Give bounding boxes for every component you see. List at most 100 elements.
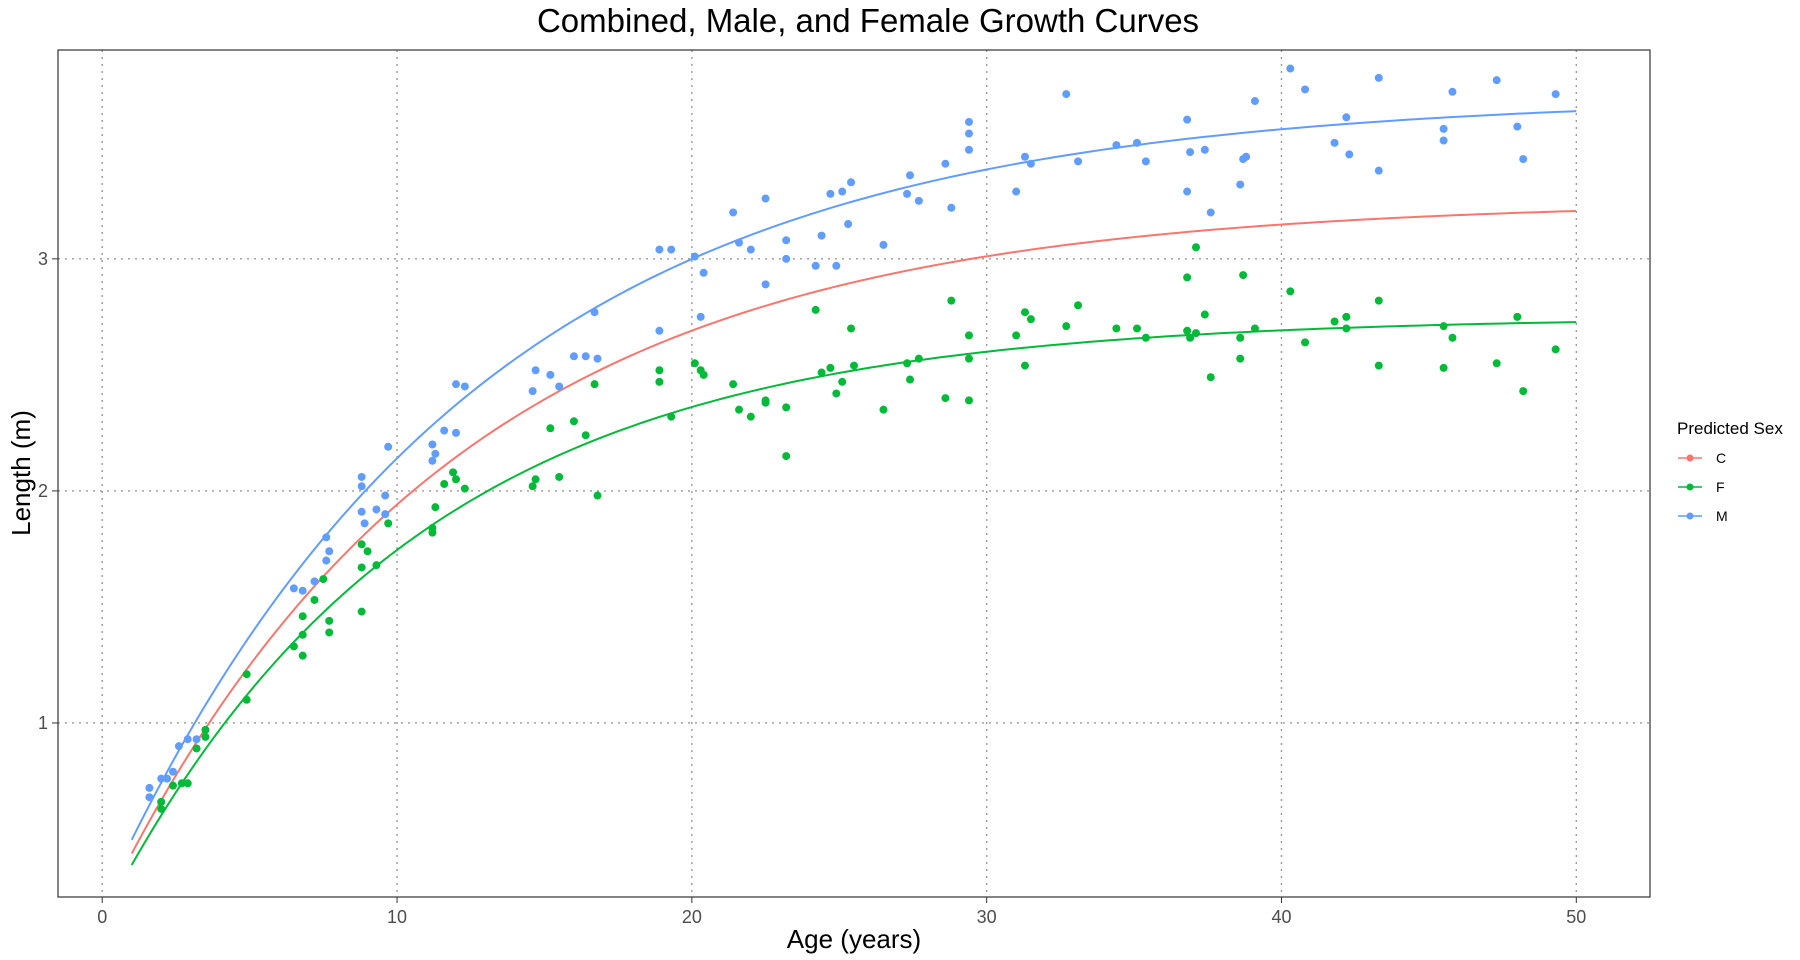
point-M <box>667 245 676 254</box>
point-M <box>1186 148 1195 157</box>
legend-key-dot <box>1686 483 1694 491</box>
point-F <box>667 412 676 421</box>
point-M <box>192 735 201 744</box>
curve-F <box>130 321 1577 866</box>
point-M <box>947 203 956 212</box>
point-M <box>782 236 791 245</box>
point-M <box>357 472 366 481</box>
point-F <box>310 595 319 604</box>
point-M <box>1133 138 1142 147</box>
x-tick-label: 20 <box>682 907 702 927</box>
point-F <box>729 380 738 389</box>
point-F <box>1374 361 1383 370</box>
point-F <box>1342 312 1351 321</box>
point-M <box>1439 136 1448 145</box>
point-M <box>325 547 334 556</box>
point-F <box>964 396 973 405</box>
point-F <box>817 368 826 377</box>
point-M <box>1112 141 1121 150</box>
point-F <box>655 377 664 386</box>
point-F <box>357 563 366 572</box>
y-tick-label: 1 <box>38 713 48 733</box>
point-M <box>761 194 770 203</box>
point-M <box>569 352 578 361</box>
point-M <box>1206 208 1215 217</box>
point-M <box>761 280 770 289</box>
point-M <box>914 196 923 205</box>
point-F <box>1074 301 1083 310</box>
point-M <box>735 238 744 247</box>
point-F <box>242 670 251 679</box>
y-tick-label: 2 <box>38 481 48 501</box>
point-F <box>1448 333 1457 342</box>
point-F <box>964 331 973 340</box>
x-tick-label: 40 <box>1271 907 1291 927</box>
point-F <box>964 354 973 363</box>
fitted-curves <box>130 110 1577 866</box>
point-F <box>1492 359 1501 368</box>
point-M <box>1345 150 1354 159</box>
point-F <box>735 405 744 414</box>
point-F <box>1191 243 1200 252</box>
point-M <box>1141 157 1150 166</box>
point-F <box>593 491 602 500</box>
legend-label-F: F <box>1716 479 1725 495</box>
point-F <box>914 354 923 363</box>
point-M <box>381 491 390 500</box>
point-F <box>546 424 555 433</box>
point-F <box>1133 324 1142 333</box>
point-M <box>964 145 973 154</box>
x-tick-label: 30 <box>977 907 997 927</box>
point-M <box>906 171 915 180</box>
legend-entries: CFM <box>1678 450 1728 524</box>
point-M <box>1448 87 1457 96</box>
point-F <box>1519 387 1528 396</box>
point-M <box>826 189 835 198</box>
point-F <box>431 503 440 512</box>
point-F <box>157 804 166 813</box>
point-F <box>1020 308 1029 317</box>
point-F <box>440 479 449 488</box>
point-M <box>310 577 319 586</box>
point-F <box>850 361 858 370</box>
point-M <box>1074 157 1083 166</box>
point-F <box>325 616 334 625</box>
point-M <box>879 240 888 249</box>
point-M <box>1026 159 1035 168</box>
point-F <box>1206 373 1215 382</box>
point-M <box>546 370 555 379</box>
point-M <box>322 533 331 542</box>
point-M <box>372 505 381 514</box>
point-F <box>1020 361 1029 370</box>
point-M <box>1342 113 1351 122</box>
point-F <box>1239 271 1248 280</box>
chart-title: Combined, Male, and Female Growth Curves <box>537 2 1199 39</box>
point-M <box>452 428 460 437</box>
point-M <box>729 208 738 217</box>
point-M <box>1012 187 1021 196</box>
point-F <box>941 394 950 403</box>
point-F <box>1026 315 1035 324</box>
point-M <box>428 440 437 449</box>
point-F <box>528 482 537 491</box>
point-M <box>357 482 366 491</box>
point-F <box>1439 363 1448 372</box>
point-M <box>1439 124 1448 133</box>
axis-ticks: 0 10 20 30 40 50 1 2 3 <box>38 249 1586 927</box>
point-M <box>817 231 826 240</box>
point-F <box>192 744 201 753</box>
point-M <box>452 380 460 389</box>
point-M <box>174 742 183 751</box>
point-F <box>372 561 381 570</box>
point-F <box>201 732 210 741</box>
point-M <box>183 735 192 744</box>
point-M <box>428 456 437 465</box>
point-F <box>1342 324 1351 333</box>
point-F <box>157 797 166 806</box>
point-F <box>1330 317 1339 326</box>
point-F <box>460 484 469 493</box>
point-M <box>157 774 166 783</box>
point-F <box>847 324 856 333</box>
